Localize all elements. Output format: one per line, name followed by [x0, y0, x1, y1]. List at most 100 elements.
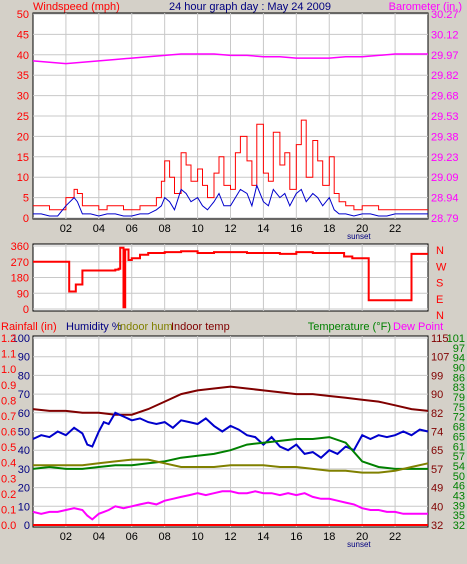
humidity-y-tick-label: 20 [18, 483, 30, 495]
temperature-y-tick-label: 57 [453, 451, 465, 463]
direction-y-tick-label: 180 [11, 273, 29, 285]
temperature-y-tick-label: 97 [453, 343, 465, 355]
rainfall-y-tick-label: 0.3 [1, 473, 16, 485]
humidity-y-tick-label: 30 [18, 464, 30, 476]
wind-y-tick-label: 0 [23, 213, 29, 225]
temperature-y-tick-label: 68 [453, 422, 465, 434]
wind-y-tick-label: 40 [17, 50, 29, 62]
compass-tick-label: N [436, 310, 444, 322]
temperature-x-tick-label: 04 [93, 531, 105, 543]
rainfall-y-tick-label: 0.4 [1, 458, 16, 470]
indoor-y-tick-label: 49 [431, 483, 443, 495]
barometer-y-tick-label: 29.09 [431, 172, 459, 184]
indoor-y-tick-label: 99 [431, 370, 443, 382]
indoor-humidity-axis-title: Indoor hum [117, 321, 173, 333]
rainfall-y-tick-label: 0.2 [1, 489, 16, 501]
rainfall-axis-title: Rainfall (in) [1, 321, 57, 333]
wind-x-tick-label: 06 [126, 223, 138, 235]
wind-x-tick-label: 08 [159, 223, 171, 235]
indoor-y-tick-label: 65 [431, 445, 443, 457]
temperature-sunset-label: sunset [347, 540, 371, 549]
barometer-y-tick-label: 29.38 [431, 131, 459, 143]
temperature-y-tick-label: 46 [453, 481, 465, 493]
barometer-axis-title: Barometer (in.) [389, 1, 462, 13]
humidity-y-tick-label: 70 [18, 389, 30, 401]
rainfall-y-tick-label: 0.9 [1, 380, 16, 392]
wind-x-tick-label: 04 [93, 223, 105, 235]
temperature-y-tick-label: 61 [453, 441, 465, 453]
indoor-y-tick-label: 57 [431, 464, 443, 476]
compass-tick-label: E [436, 294, 443, 306]
rainfall-y-tick-label: 0.8 [1, 395, 16, 407]
compass-tick-label: W [436, 261, 447, 273]
wind-y-tick-label: 50 [17, 9, 29, 21]
indoor-y-tick-label: 32 [431, 520, 443, 532]
temperature-axis-title: Temperature (°F) [308, 321, 391, 333]
temperature-x-tick-label: 22 [389, 531, 401, 543]
barometer-y-tick-label: 29.97 [431, 50, 459, 62]
direction-y-tick-label: 270 [11, 257, 29, 269]
indoor-temp-line [32, 385, 429, 416]
humidity-line [32, 490, 428, 521]
temperature-y-tick-label: 86 [453, 372, 465, 384]
humidity-y-tick-label: 90 [18, 352, 30, 364]
wind-x-tick-label: 10 [191, 223, 203, 235]
humidity-y-tick-label: 50 [18, 427, 30, 439]
wind-x-tick-label: 02 [60, 223, 72, 235]
wind-y-tick-label: 25 [17, 111, 29, 123]
wind-x-tick-label: 14 [257, 223, 269, 235]
barometer-y-tick-label: 28.79 [431, 213, 459, 225]
humidity-y-tick-label: 80 [18, 370, 30, 382]
wind-y-tick-label: 35 [17, 70, 29, 82]
wind-average-line [33, 183, 428, 217]
wind-gust-line [33, 119, 428, 211]
barometer-y-tick-label: 28.94 [431, 193, 459, 205]
barometer-y-tick-label: 29.68 [431, 91, 459, 103]
wind-x-tick-label: 22 [389, 223, 401, 235]
temperature-y-tick-label: 79 [453, 392, 465, 404]
humidity-y-tick-label: 40 [18, 445, 30, 457]
barometer-y-tick-label: 29.82 [431, 70, 459, 82]
wind-x-tick-label: 18 [323, 223, 335, 235]
temperature-y-tick-label: 32 [453, 520, 465, 532]
temperature-y-tick-label: 75 [453, 402, 465, 414]
dew-point-line [32, 411, 429, 459]
wind-y-tick-label: 5 [23, 193, 29, 205]
wind-y-tick-label: 20 [17, 131, 29, 143]
temperature-y-tick-label: 65 [453, 431, 465, 443]
humidity-y-tick-label: 100 [12, 333, 30, 345]
temperature-y-tick-label: 39 [453, 500, 465, 512]
rainfall-y-tick-label: 0.7 [1, 411, 16, 423]
direction-y-tick-label: 360 [11, 241, 29, 253]
compass-tick-label: S [436, 278, 443, 290]
temperature-line [32, 436, 428, 470]
barometer-y-tick-label: 29.53 [431, 111, 459, 123]
humidity-y-tick-label: 0 [24, 520, 30, 532]
temperature-y-tick-label: 72 [453, 412, 465, 424]
indoor-y-tick-label: 40 [431, 501, 443, 513]
barometer-y-tick-label: 29.23 [431, 152, 459, 164]
temperature-x-tick-label: 10 [191, 531, 203, 543]
temperature-y-tick-label: 101 [447, 333, 465, 345]
rainfall-y-tick-label: 0.5 [1, 442, 16, 454]
indoor-y-tick-label: 115 [431, 333, 449, 345]
temperature-y-tick-label: 43 [453, 490, 465, 502]
direction-y-tick-label: 0 [23, 304, 29, 316]
temperature-y-tick-label: 94 [453, 353, 465, 365]
compass-tick-label: N [436, 245, 444, 257]
temperature-x-tick-label: 08 [159, 531, 171, 543]
temperature-x-tick-label: 06 [126, 531, 138, 543]
wind-y-tick-label: 30 [17, 91, 29, 103]
indoor-y-tick-label: 90 [431, 389, 443, 401]
wind-axis-title: Windspeed (mph) [33, 1, 120, 13]
temperature-x-tick-label: 18 [323, 531, 335, 543]
chart-title: 24 hour graph day : May 24 2009 [169, 1, 331, 13]
wind-x-tick-label: 20 [356, 223, 368, 235]
temperature-y-tick-label: 50 [453, 471, 465, 483]
wind-direction-line [33, 246, 428, 309]
barometer-y-tick-label: 30.27 [431, 9, 459, 21]
rainfall-y-tick-label: 1.2 [1, 333, 16, 345]
rainfall-y-tick-label: 1.0 [1, 364, 16, 376]
temperature-x-tick-label: 02 [60, 531, 72, 543]
